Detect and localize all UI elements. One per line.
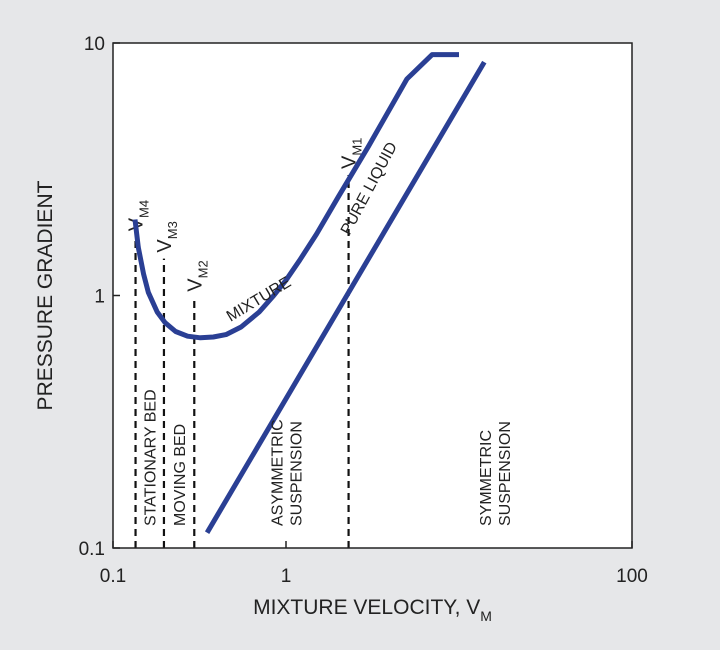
y-tick-label: 1 (94, 287, 105, 308)
x-tick-label: 1 (281, 566, 292, 587)
regime-marker-subscript: M3 (165, 221, 180, 239)
region-label: SUSPENSION (289, 421, 306, 526)
regime-marker-subscript: M1 (350, 138, 365, 156)
region-label: ASYMMETRIC (270, 419, 287, 526)
x-tick-label: 100 (616, 566, 648, 587)
regime-marker-label: VM2 (184, 260, 210, 291)
series-line-mixture (132, 52, 459, 341)
plot-area (113, 43, 632, 548)
x-axis-title-subscript: M (480, 608, 492, 624)
x-axis-title-main: MIXTURE VELOCITY, V (253, 596, 480, 619)
x-axis-title: MIXTURE VELOCITY, VM (253, 596, 492, 624)
regime-marker-label: VM3 (154, 221, 180, 252)
region-label: SUSPENSION (497, 421, 514, 526)
y-axis-title: PRESSURE GRADIENT (34, 180, 57, 410)
x-tick-label: 0.1 (100, 566, 126, 587)
regime-marker-symbol: V (184, 278, 206, 292)
regime-marker-subscript: M4 (137, 200, 152, 218)
region-label: MOVING BED (172, 424, 189, 526)
y-tick-label: 0.1 (79, 539, 105, 560)
regime-marker-symbol: V (154, 239, 176, 253)
series-line-pure-liquid (204, 60, 487, 534)
region-label: SYMMETRIC (478, 430, 495, 526)
y-tick-label: 10 (84, 34, 105, 55)
region-label: STATIONARY BED (143, 389, 160, 526)
regime-marker-subscript: M2 (195, 260, 210, 278)
